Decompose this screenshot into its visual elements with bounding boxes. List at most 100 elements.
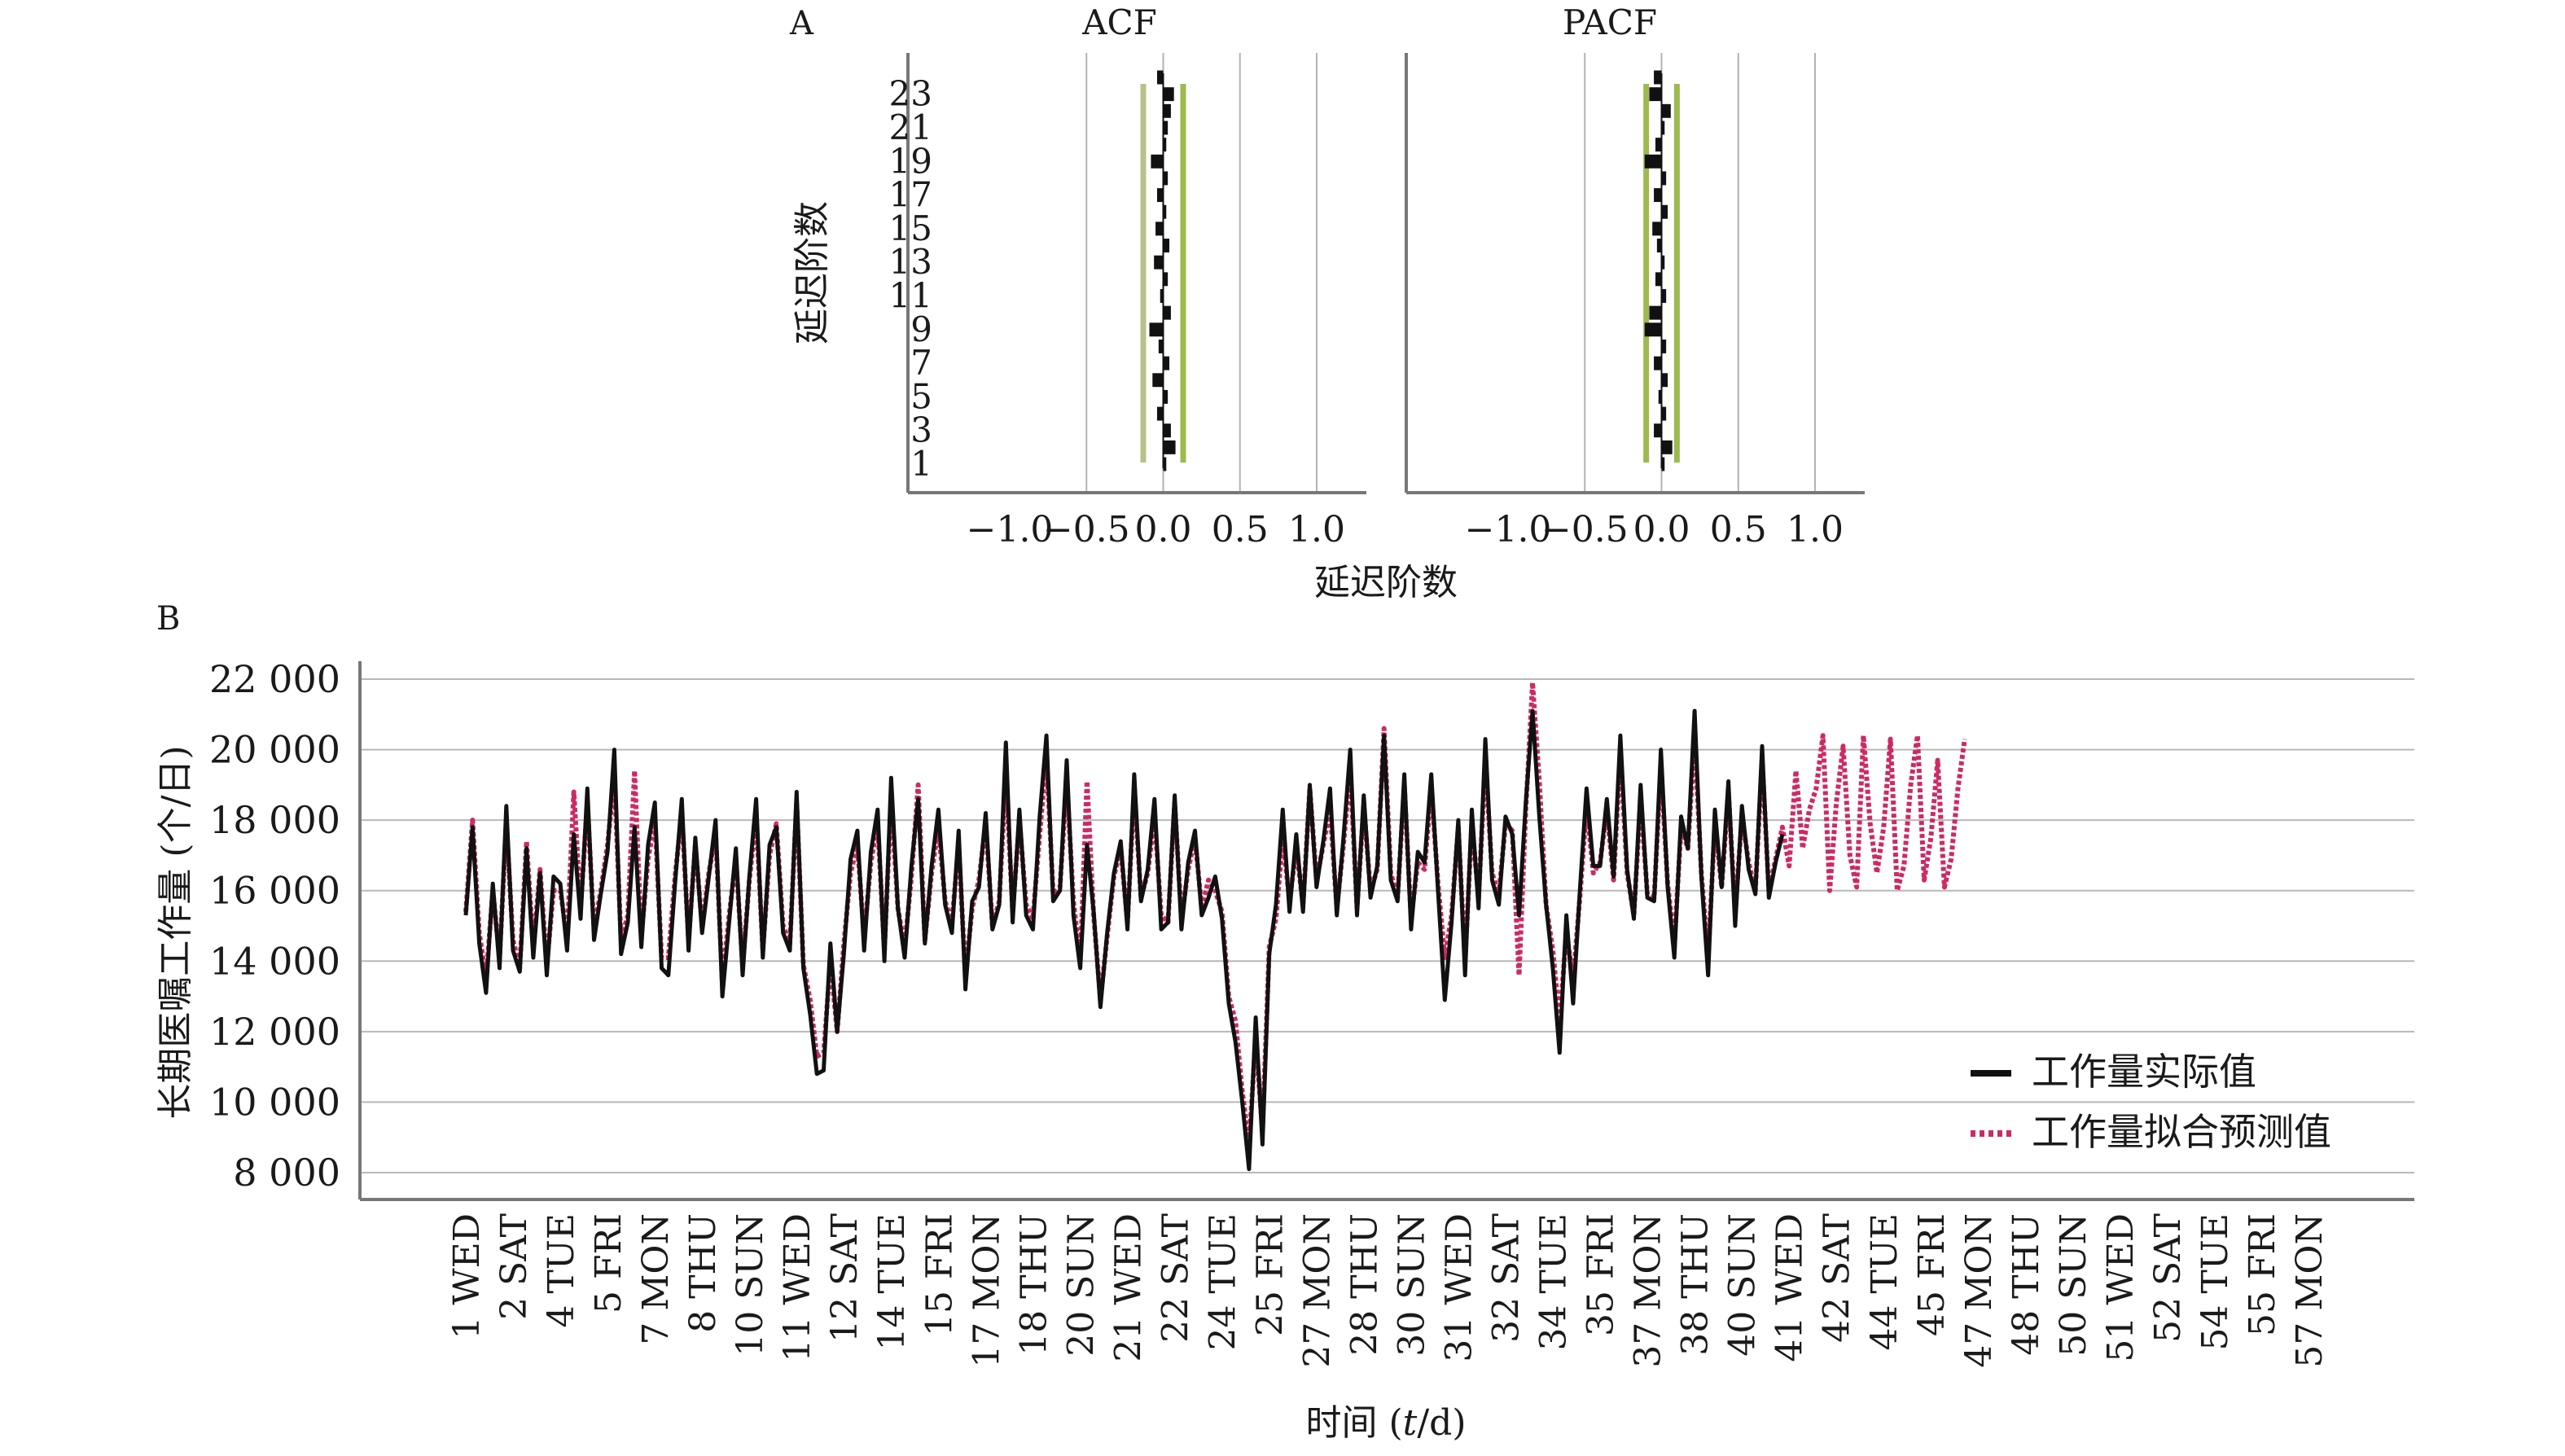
workload-y-tick: 22 000 bbox=[209, 657, 340, 701]
pacf-x-tick: 1.0 bbox=[1787, 509, 1844, 550]
acf-bar-lag-19 bbox=[1151, 154, 1164, 169]
acf-bar-lag-15 bbox=[1155, 221, 1164, 236]
pacf-confidence-bounds bbox=[1643, 84, 1680, 463]
workload-x-tick: 57 MON bbox=[2289, 1213, 2330, 1368]
pacf-bar-lag-20 bbox=[1655, 138, 1662, 152]
acf-bar-lag-8 bbox=[1158, 339, 1164, 353]
workload-x-tick: 7 MON bbox=[635, 1213, 677, 1345]
acf-y-tick: 1 bbox=[910, 444, 932, 484]
workload-y-tick: 18 000 bbox=[209, 798, 340, 842]
acf-bar-lag-24 bbox=[1156, 70, 1164, 85]
acf-x-tick: −1.0 bbox=[967, 509, 1054, 550]
acf-x-tick: −0.5 bbox=[1043, 509, 1130, 550]
acf-y-axis-label: 延迟阶数 bbox=[791, 201, 833, 344]
pacf-x-tick: −1.0 bbox=[1465, 509, 1552, 550]
workload-x-tick: 30 SUN bbox=[1392, 1213, 1433, 1357]
workload-x-tick: 10 SUN bbox=[730, 1213, 771, 1357]
workload-x-tick: 35 FRI bbox=[1581, 1213, 1622, 1336]
pacf-x-tick: 0.0 bbox=[1633, 509, 1690, 550]
pacf-bar-lag-3 bbox=[1654, 423, 1662, 438]
x-label-prefix: 时间 ( bbox=[1306, 1402, 1403, 1444]
workload-x-tick: 15 FRI bbox=[919, 1213, 960, 1336]
workload-y-tick: 12 000 bbox=[209, 1010, 340, 1054]
pacf-bar-lag-15 bbox=[1652, 221, 1662, 236]
workload-x-tick: 42 SAT bbox=[1817, 1213, 1858, 1343]
acf-bar-lag-4 bbox=[1156, 406, 1164, 421]
workload-x-tick: 37 MON bbox=[1628, 1213, 1669, 1368]
workload-x-tick: 8 THU bbox=[682, 1213, 724, 1333]
pacf-chart: PACF −1.0−0.5 0.0 0.5 1.0 bbox=[1405, 2, 1865, 550]
acf-y-tick: 5 bbox=[910, 376, 932, 416]
pacf-bar-lag-22 bbox=[1661, 103, 1671, 118]
acf-bar-lag-1 bbox=[1163, 457, 1167, 471]
acf-bar-lag-9 bbox=[1149, 322, 1164, 337]
workload-x-tick: 21 WED bbox=[1107, 1213, 1149, 1362]
legend-actual-label: 工作量实际值 bbox=[2032, 1050, 2256, 1094]
pacf-title: PACF bbox=[1563, 2, 1657, 42]
acf-confidence-bounds bbox=[1140, 84, 1186, 463]
acf-y-tick: 17 bbox=[889, 175, 932, 215]
workload-x-tick: 2 SAT bbox=[493, 1213, 535, 1320]
acf-bar-lag-16 bbox=[1163, 204, 1167, 219]
pacf-bar-lag-17 bbox=[1654, 188, 1662, 203]
workload-x-tick-labels: 1 WED 2 SAT 4 TUE 5 FRI 7 MON 8 THU 10 SUN 11 W… bbox=[446, 1213, 2330, 1368]
workload-x-tick: 50 SUN bbox=[2053, 1213, 2094, 1357]
workload-x-tick: 18 THU bbox=[1013, 1213, 1054, 1356]
workload-x-tick: 40 SUN bbox=[1722, 1213, 1764, 1357]
workload-y-tick: 16 000 bbox=[209, 869, 340, 913]
acf-bar-lag-7 bbox=[1163, 356, 1170, 371]
acf-x-tick-labels: −1.0−0.5 0.0 0.5 1.0 bbox=[967, 509, 1345, 550]
pacf-bar-lag-5 bbox=[1658, 389, 1662, 404]
workload-y-axis-label: 长期医嘱工作量 (个/日) bbox=[155, 745, 196, 1119]
pacf-bar-lag-4 bbox=[1661, 406, 1667, 421]
pacf-bar-lag-21 bbox=[1661, 121, 1665, 135]
acf-bar-lag-11 bbox=[1160, 289, 1164, 303]
pacf-bar-lag-24 bbox=[1654, 70, 1662, 85]
workload-x-tick: 48 THU bbox=[2006, 1213, 2047, 1356]
workload-x-tick: 34 TUE bbox=[1533, 1213, 1575, 1351]
pacf-bar-lag-6 bbox=[1661, 373, 1668, 388]
pacf-gridlines bbox=[1584, 53, 1816, 491]
acf-bar-lag-6 bbox=[1152, 373, 1164, 388]
workload-x-tick: 44 TUE bbox=[1864, 1213, 1905, 1351]
workload-x-tick: 11 WED bbox=[777, 1213, 818, 1362]
acf-bar-lag-12 bbox=[1163, 272, 1168, 287]
workload-x-tick: 5 FRI bbox=[588, 1213, 629, 1313]
acf-bar-lag-18 bbox=[1163, 171, 1168, 186]
workload-x-tick: 25 FRI bbox=[1249, 1213, 1291, 1336]
acf-x-tick: 1.0 bbox=[1288, 509, 1345, 550]
workload-x-tick: 4 TUE bbox=[541, 1213, 582, 1328]
workload-x-tick: 28 THU bbox=[1344, 1213, 1385, 1356]
acf-y-tick: 13 bbox=[889, 242, 932, 282]
workload-x-tick: 54 TUE bbox=[2194, 1213, 2236, 1351]
acf-bars bbox=[1149, 70, 1176, 471]
acf-y-tick: 15 bbox=[889, 208, 932, 248]
workload-chart: 22 000 20 000 18 000 16 000 14 000 12 000 10 0… bbox=[155, 657, 2414, 1444]
pacf-x-tick: 0.5 bbox=[1710, 509, 1767, 550]
workload-x-tick: 55 FRI bbox=[2242, 1213, 2283, 1336]
pacf-x-tick: −0.5 bbox=[1541, 509, 1629, 550]
acf-bar-lag-17 bbox=[1156, 188, 1164, 203]
pacf-bar-lag-16 bbox=[1661, 204, 1668, 219]
pacf-bar-lag-8 bbox=[1661, 339, 1667, 353]
acf-y-tick: 7 bbox=[910, 343, 932, 383]
workload-x-tick: 31 WED bbox=[1439, 1213, 1480, 1362]
workload-x-tick: 17 MON bbox=[966, 1213, 1007, 1368]
acf-y-tick: 11 bbox=[889, 275, 932, 315]
x-label-suffix: /d) bbox=[1417, 1402, 1466, 1444]
workload-x-axis-label: 时间 (t/d) bbox=[1306, 1402, 1467, 1444]
workload-x-tick: 27 MON bbox=[1296, 1213, 1338, 1368]
workload-x-tick: 47 MON bbox=[1958, 1213, 2000, 1368]
panel-b-label: B bbox=[156, 600, 180, 638]
acf-gridlines bbox=[1085, 53, 1318, 491]
workload-x-tick: 38 THU bbox=[1675, 1213, 1717, 1356]
acf-y-tick: 9 bbox=[910, 309, 932, 349]
workload-x-tick: 51 WED bbox=[2100, 1213, 2142, 1362]
workload-y-tick: 8 000 bbox=[233, 1151, 340, 1195]
acf-bar-lag-13 bbox=[1154, 255, 1164, 270]
acf-bar-lag-5 bbox=[1163, 389, 1168, 404]
workload-y-tick: 20 000 bbox=[209, 728, 340, 772]
x-label-variable: t bbox=[1403, 1402, 1418, 1444]
